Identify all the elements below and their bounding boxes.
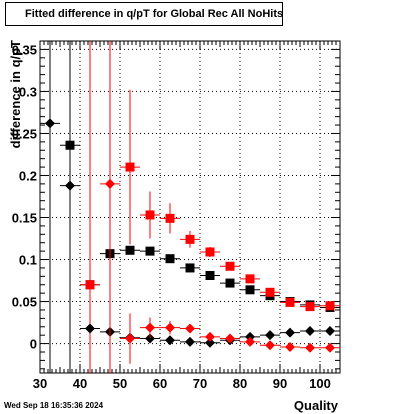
diamond-marker <box>265 340 275 351</box>
diamond-marker <box>145 333 155 344</box>
square-marker <box>165 254 175 264</box>
diamond-marker <box>325 325 335 336</box>
diamond-marker <box>45 118 55 129</box>
y-tick-label: 0.05 <box>12 295 37 310</box>
y-axis-label: difference in q/pT <box>8 40 23 148</box>
y-tick-label: 0 <box>30 337 37 352</box>
y-tick-label: 0.2 <box>19 168 37 183</box>
y-tick-label: 0.35 <box>12 42 37 57</box>
square-marker <box>165 213 175 223</box>
axes: 30 40 50 60 70 80 90 100 0 0.05 0.1 0.15 0.2 0.25 0.3 0… <box>12 40 341 391</box>
square-marker <box>85 280 95 290</box>
square-marker <box>185 263 195 273</box>
square-marker <box>205 271 215 281</box>
date-stamp: Wed Sep 18 16:35:36 2024 <box>4 401 104 410</box>
diamond-marker <box>105 178 115 189</box>
diamond-marker <box>205 331 215 342</box>
x-tick-label: 60 <box>153 376 167 391</box>
diamond-marker <box>185 336 195 347</box>
diamond-marker <box>145 322 155 333</box>
x-tick-label: 80 <box>233 376 247 391</box>
diamond-marker <box>205 337 215 348</box>
grid-lines <box>40 41 340 373</box>
diamond-marker <box>325 342 335 353</box>
diamond-marker <box>265 330 275 341</box>
x-tick-label: 70 <box>193 376 207 391</box>
chart-title: Fitted difference in q/pT for Global Rec… <box>5 2 283 26</box>
y-tick-label: 0.15 <box>12 211 37 226</box>
square-marker <box>125 162 135 172</box>
square-marker <box>225 278 235 288</box>
square-marker <box>225 261 235 271</box>
diamond-marker <box>285 341 295 352</box>
x-tick-label: 30 <box>33 376 47 391</box>
square-marker <box>145 210 155 220</box>
diamond-marker <box>185 323 195 334</box>
square-marker <box>285 297 295 307</box>
square-marker <box>185 234 195 244</box>
diamond-marker <box>245 336 255 347</box>
square-marker <box>265 287 275 297</box>
x-tick-label: 90 <box>273 376 287 391</box>
square-marker <box>205 247 215 257</box>
diamond-marker <box>125 333 135 344</box>
x-tick-label: 50 <box>113 376 127 391</box>
diamond-marker <box>165 322 175 333</box>
square-marker <box>305 302 315 312</box>
diamond-marker <box>225 333 235 344</box>
diamond-marker <box>305 325 315 336</box>
square-marker <box>245 274 255 284</box>
diamond-marker <box>285 327 295 338</box>
x-tick-label: 100 <box>309 376 331 391</box>
x-axis-label: Quality <box>294 398 339 413</box>
y-tick-label: 0.3 <box>19 84 37 99</box>
diamond-marker <box>165 335 175 346</box>
square-marker <box>325 301 335 311</box>
y-tick-label: 0.1 <box>19 253 37 268</box>
square-marker <box>145 246 155 256</box>
diamond-marker <box>85 323 95 334</box>
square-marker <box>125 245 135 255</box>
diamond-marker <box>65 180 75 191</box>
data-points <box>40 41 340 373</box>
x-tick-label: 40 <box>73 376 87 391</box>
diamond-marker <box>305 342 315 353</box>
y-tick-label: 0.25 <box>12 126 37 141</box>
square-marker <box>245 285 255 295</box>
plot-frame <box>39 40 341 374</box>
diamond-marker <box>245 331 255 342</box>
